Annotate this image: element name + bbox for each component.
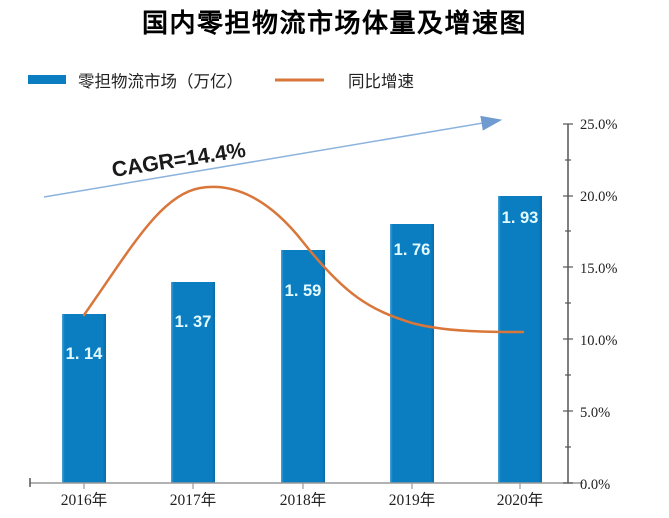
svg-text:10.0%: 10.0% [580,333,617,349]
svg-text:5.0%: 5.0% [580,405,610,421]
svg-text:2017年: 2017年 [170,491,217,509]
svg-text:2016年: 2016年 [61,491,108,509]
svg-text:1. 37: 1. 37 [175,313,212,331]
svg-text:0.0%: 0.0% [580,477,610,493]
svg-text:零担物流市场（万亿）: 零担物流市场（万亿） [78,72,243,91]
svg-text:20.0%: 20.0% [580,189,617,205]
svg-text:25.0%: 25.0% [580,117,617,133]
svg-text:1. 59: 1. 59 [285,282,322,300]
svg-text:同比增速: 同比增速 [348,72,414,91]
svg-text:15.0%: 15.0% [580,261,617,277]
svg-text:2018年: 2018年 [280,491,327,509]
svg-text:1. 14: 1. 14 [66,345,104,363]
svg-text:2020年: 2020年 [497,491,544,509]
svg-text:1. 93: 1. 93 [502,209,539,227]
svg-text:CAGR=14.4%: CAGR=14.4% [110,138,247,182]
svg-text:1. 76: 1. 76 [394,241,431,259]
svg-text:2019年: 2019年 [389,491,436,509]
